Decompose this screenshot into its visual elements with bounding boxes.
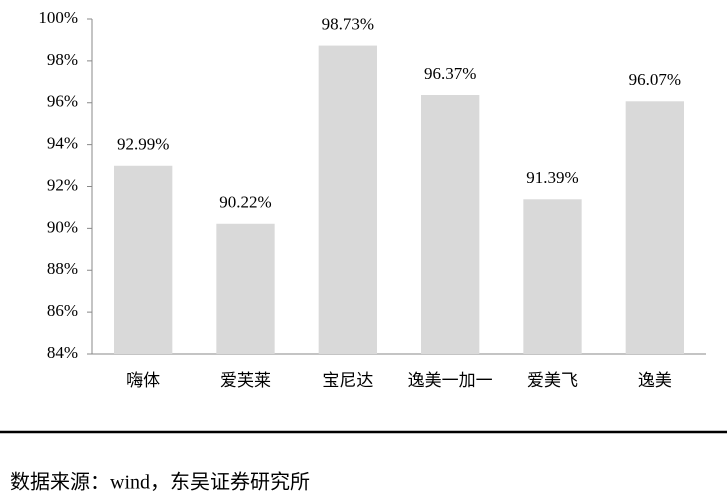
value-label: 91.39% — [526, 168, 578, 187]
value-label: 96.07% — [629, 70, 681, 89]
y-tick-label: 86% — [47, 301, 78, 320]
y-tick-label: 88% — [47, 259, 78, 278]
x-tick-label: 爱芙莱 — [220, 371, 271, 390]
value-label: 98.73% — [322, 14, 374, 33]
value-label: 96.37% — [424, 64, 476, 83]
y-tick-label: 94% — [47, 134, 78, 153]
x-tick-label: 逸美一加一 — [408, 371, 493, 390]
x-tick-label: 爱美飞 — [527, 371, 578, 390]
bar — [625, 101, 684, 354]
y-tick-label: 92% — [47, 175, 78, 194]
bar — [318, 45, 377, 354]
value-label: 90.22% — [219, 193, 271, 212]
y-tick-label: 96% — [47, 92, 78, 111]
y-tick-label: 90% — [47, 217, 78, 236]
y-tick-label: 84% — [47, 343, 78, 362]
x-tick-label: 嗨体 — [126, 371, 160, 390]
y-tick-label: 100% — [38, 8, 78, 27]
x-tick-label: 宝尼达 — [322, 371, 373, 390]
bar — [216, 223, 275, 354]
x-tick-label: 逸美 — [638, 371, 672, 390]
value-label: 92.99% — [117, 135, 169, 154]
source-note: 数据来源：wind，东吴证券研究所 — [10, 471, 310, 494]
y-tick-label: 98% — [47, 50, 78, 69]
bar — [523, 199, 582, 354]
bar — [421, 95, 480, 355]
bar — [114, 165, 173, 354]
